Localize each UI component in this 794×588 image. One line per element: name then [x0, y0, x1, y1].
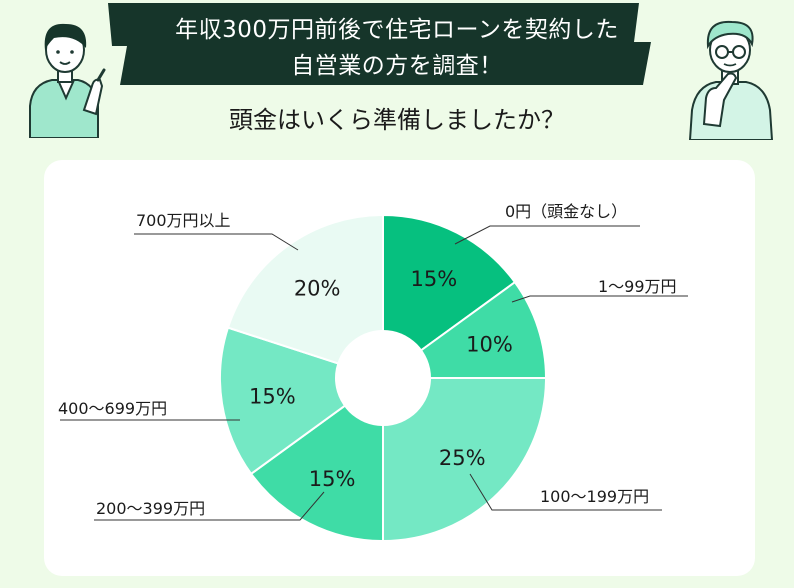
title-line-1: 年収300万円前後で住宅ローンを契約した [175, 17, 619, 43]
slice-percent-label: 20% [294, 276, 341, 300]
category-label: 1〜99万円 [598, 277, 677, 296]
leader-line [134, 233, 299, 251]
title-banner: 年収300万円前後で住宅ローンを契約した 自営業の方を調査！ [0, 0, 794, 88]
woman-pointing-illustration [29, 23, 106, 138]
survey-question: 頭金はいくら準備しましたか？ [229, 106, 565, 134]
category-label: 400〜699万円 [58, 399, 167, 418]
leader-line [454, 225, 640, 245]
leader-line [94, 491, 325, 521]
slice-percent-label: 15% [249, 385, 296, 409]
man-thinking-illustration [688, 20, 774, 140]
pie-slice [382, 213, 517, 380]
slice-percent-label: 25% [439, 446, 486, 470]
category-label: 200〜399万円 [96, 499, 205, 518]
slice-percent-label: 15% [411, 267, 458, 291]
pie-slice [382, 377, 548, 543]
category-label: 100〜199万円 [540, 487, 649, 506]
slice-percent-label: 10% [466, 332, 513, 356]
leader-line [469, 473, 662, 511]
category-label: 0円（頭金なし） [505, 202, 627, 221]
leader-line [511, 295, 688, 303]
pie-slice [249, 376, 384, 543]
banner-background [108, 3, 651, 85]
pie-slice [219, 326, 386, 476]
slice-percent-label: 15% [309, 467, 356, 491]
title-line-2: 自営業の方を調査！ [291, 53, 503, 79]
category-label: 700万円以上 [136, 211, 231, 230]
donut-hole [335, 330, 431, 426]
pie-slice [226, 213, 384, 380]
